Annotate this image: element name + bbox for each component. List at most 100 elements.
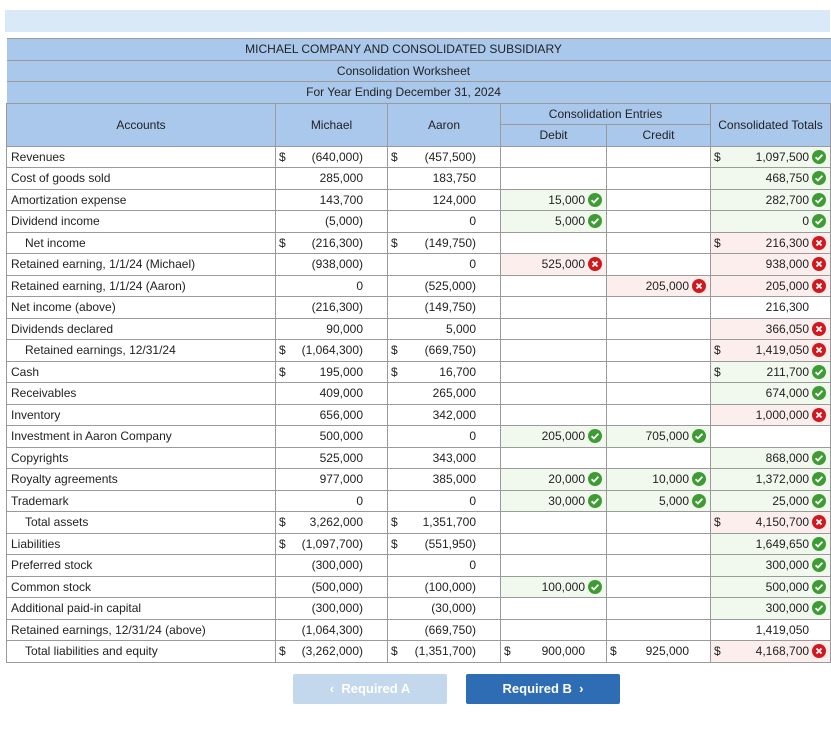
- check-icon: [692, 429, 706, 444]
- debit-cell: 100,000: [500, 575, 607, 598]
- cell: 674,000: [712, 383, 830, 403]
- amount: (216,300): [311, 300, 363, 315]
- debit-cell: 525,000: [500, 253, 607, 276]
- amount: 366,050: [765, 321, 810, 336]
- amount: 343,000: [432, 450, 476, 465]
- total-cell: [709, 425, 831, 448]
- check-icon: [588, 192, 602, 207]
- cell: 124,000: [389, 190, 500, 210]
- row: Total assets $3,262,000 $1,351,700 $4,150,7…: [6, 511, 831, 534]
- row: Amortization expense 143,700 124,000 15,000…: [6, 188, 831, 211]
- aaron-cell: (149,750): [387, 296, 501, 319]
- account: Preferred stock: [6, 554, 276, 577]
- check-icon: [812, 450, 827, 465]
- amount: 0: [469, 493, 476, 508]
- total-cell: 468,750: [709, 167, 831, 190]
- aaron-cell: 0: [387, 489, 501, 512]
- row: Liabilities $ (1,097,700) $ (551,950) 1,649,6…: [6, 532, 831, 555]
- spacer: [692, 644, 706, 658]
- credit-cell: 205,000: [606, 274, 711, 297]
- amount: 385,000: [432, 472, 476, 487]
- credit-cell: [606, 167, 711, 190]
- amount: 205,000: [765, 278, 810, 293]
- cell: 977,000: [277, 469, 387, 489]
- error-icon: [812, 644, 827, 659]
- michael-cell: $ (640,000): [275, 145, 388, 168]
- account: Copyrights: [6, 446, 276, 469]
- debit-cell: [500, 339, 607, 362]
- account: Cost of goods sold: [6, 167, 276, 190]
- aaron-cell: 343,000: [387, 446, 501, 469]
- row: Preferred stock (300,000) 0 300,000: [6, 554, 831, 577]
- dollar: $: [279, 515, 286, 530]
- amount: 705,000: [645, 429, 689, 444]
- michael-cell: $3,262,000: [275, 511, 388, 534]
- amount: 5,000: [554, 214, 585, 229]
- error-icon: [692, 278, 706, 293]
- amount: 1,351,700: [422, 515, 476, 530]
- prev-button[interactable]: ‹ Required A: [293, 674, 447, 704]
- amount: 265,000: [432, 386, 476, 401]
- cell: 205,000: [712, 276, 830, 296]
- aaron-cell: 0: [387, 210, 501, 233]
- amount: 300,000: [765, 601, 810, 616]
- col-aaron: Aaron: [387, 102, 501, 147]
- debit-cell: 20,000: [500, 468, 607, 491]
- total-cell: 300,000: [709, 554, 831, 577]
- cell: 5,000: [608, 491, 710, 511]
- debit-cell: $900,000: [500, 640, 607, 663]
- error-icon: [812, 321, 827, 336]
- cell: 90,000: [277, 319, 387, 339]
- amount: (669,750): [424, 343, 476, 358]
- credit-cell: [606, 339, 711, 362]
- account: Total assets: [6, 511, 276, 534]
- cell: 216,300: [712, 297, 830, 317]
- aaron-cell: 183,750: [387, 167, 501, 190]
- row: Royalty agreements 977,000 385,000 20,000 10…: [6, 468, 831, 491]
- aaron-cell: $1,351,700: [387, 511, 501, 534]
- check-icon: [588, 493, 602, 508]
- spacer: [812, 623, 826, 637]
- amount: 674,000: [765, 386, 810, 401]
- dollar: $: [391, 515, 398, 530]
- aaron-cell: $ (457,500): [387, 145, 501, 168]
- michael-cell: (5,000): [275, 210, 388, 233]
- total-cell: 1,649,650: [709, 532, 831, 555]
- total-cell: 1,419,050: [709, 618, 831, 641]
- check-icon: [692, 472, 706, 487]
- row: Cost of goods sold 285,000 183,750 468,750: [6, 167, 831, 190]
- total-cell: $216,300: [709, 231, 831, 254]
- cell: (216,300): [277, 297, 387, 317]
- col-michael: Michael: [275, 102, 388, 147]
- col-credit: Credit: [606, 124, 711, 147]
- cell: $ (551,950): [389, 534, 500, 554]
- amount: 16,700: [439, 364, 476, 379]
- cell: 409,000: [277, 383, 387, 403]
- cell: 525,000: [502, 254, 606, 274]
- aaron-cell: 124,000: [387, 188, 501, 211]
- worksheet: MICHAEL COMPANY AND CONSOLIDATED SUBSIDI…: [6, 38, 831, 663]
- total-cell: 300,000: [709, 597, 831, 620]
- michael-cell: (500,000): [275, 575, 388, 598]
- amount: (149,750): [424, 300, 476, 315]
- next-button[interactable]: Required B ›: [466, 674, 620, 704]
- cell: $ (669,750): [389, 340, 500, 360]
- amount: (551,950): [424, 536, 476, 551]
- amount: 183,750: [432, 171, 476, 186]
- cell: (300,000): [277, 598, 387, 618]
- cell: $16,700: [389, 362, 500, 382]
- cell: 265,000: [389, 383, 500, 403]
- cell: 1,000,000: [712, 405, 830, 425]
- error-icon: [812, 515, 827, 530]
- michael-cell: 977,000: [275, 468, 388, 491]
- amount: 4,150,700: [755, 515, 810, 530]
- michael-cell: 90,000: [275, 317, 388, 340]
- credit-cell: 5,000: [606, 489, 711, 512]
- period: For Year Ending December 31, 2024: [6, 81, 831, 104]
- aaron-cell: $ (669,750): [387, 339, 501, 362]
- aaron-cell: 5,000: [387, 317, 501, 340]
- col-debit: Debit: [500, 124, 607, 147]
- account: Liabilities: [6, 532, 276, 555]
- check-icon: [812, 601, 827, 616]
- dollar: $: [391, 644, 398, 659]
